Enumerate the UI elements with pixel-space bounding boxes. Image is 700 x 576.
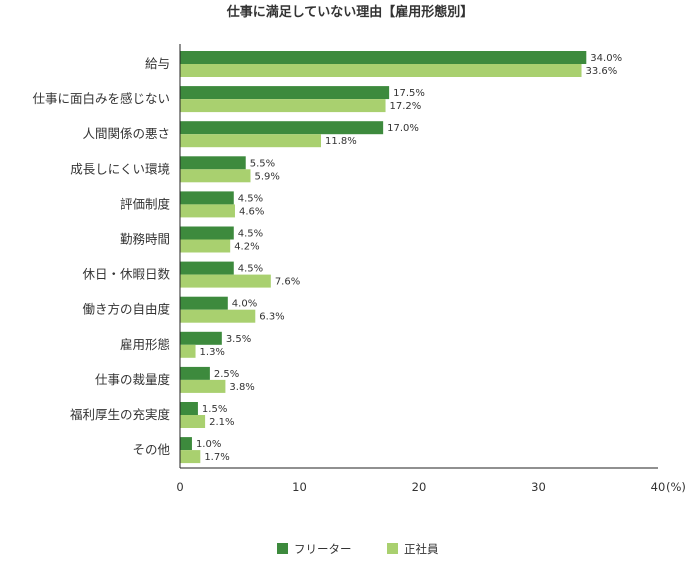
bar-freeter [180,296,228,310]
value-label: 4.5% [238,193,263,204]
legend-swatch [277,543,288,554]
category-label: 評価制度 [120,196,171,211]
value-label: 4.5% [238,264,263,275]
bar-freeter [180,121,384,135]
bar-fulltime [180,344,196,358]
x-ticks: 0 10 20 30 40 [176,480,665,494]
category-label: 給与 [145,56,170,71]
legend-swatch [387,543,398,554]
bar-freeter [180,331,222,345]
bar-fulltime [180,239,231,253]
chart-title: 仕事に満足していない理由【雇用形態別】 [226,4,474,20]
value-label: 7.6% [275,277,300,288]
legend: フリーター 正社員 [277,542,439,556]
legend-label: 正社員 [404,542,439,556]
category-label: 雇用形態 [120,337,170,352]
category-label: 休日・休暇日数 [82,267,170,282]
bar-fulltime [180,64,582,77]
x-tick-label: 40 [651,480,666,494]
value-label: 3.5% [226,334,251,345]
x-tick-label: 20 [412,480,427,494]
category-label: 人間関係の悪さ [82,126,170,141]
value-label: 5.5% [250,158,275,169]
category-label: 成長しにくい環境 [70,161,170,176]
value-label: 4.6% [239,206,264,217]
bar-fulltime [180,274,271,288]
value-label: 1.7% [204,452,229,463]
category-label: 福利厚生の充実度 [70,407,171,422]
category-label: その他 [132,442,170,457]
bar-freeter [180,191,234,205]
value-label: 4.2% [234,242,259,253]
bar-fulltime [180,309,256,323]
bar-fulltime [180,379,226,393]
value-label: 1.5% [202,404,227,415]
x-tick-label: 10 [292,480,307,494]
bar-fulltime [180,99,386,113]
value-label: 2.1% [209,417,234,428]
value-label: 6.3% [259,312,284,323]
bars-layer: 給与 34.0% 33.6% 仕事に面白みを感じない 17.5% 17.2% 人間関係の悪さ… [32,51,622,464]
value-label: 1.0% [196,439,221,450]
bar-fulltime [180,415,206,428]
x-axis-unit: (%) [666,480,686,494]
x-tick-label: 0 [176,480,183,494]
value-label: 2.5% [214,369,239,380]
value-label: 3.8% [229,382,254,393]
value-label: 17.5% [393,88,425,99]
category-label: 仕事の裁量度 [95,372,171,387]
value-label: 1.3% [200,347,225,358]
bar-freeter [180,402,198,415]
value-label: 11.8% [325,136,357,147]
category-label: 勤務時間 [120,232,170,247]
bar-fulltime [180,204,235,218]
bar-fulltime [180,450,201,464]
bar-freeter [180,437,192,451]
bar-freeter [180,86,390,100]
category-label: 働き方の自由度 [82,302,170,317]
legend-label: フリーター [294,542,352,556]
bar-fulltime [180,134,322,148]
bar-freeter [180,51,587,64]
bar-freeter [180,261,234,275]
x-tick-label: 30 [531,480,546,494]
bar-freeter [180,366,210,380]
value-label: 17.0% [387,123,419,134]
bar-freeter [180,156,246,170]
value-label: 4.5% [238,229,263,240]
value-label: 5.9% [255,171,280,182]
bar-fulltime [180,169,251,183]
category-label: 仕事に面白みを感じない [32,91,170,106]
value-label: 33.6% [586,66,618,77]
value-label: 34.0% [590,53,622,64]
value-label: 4.0% [232,299,257,310]
bar-freeter [180,226,234,240]
value-label: 17.2% [390,101,422,112]
